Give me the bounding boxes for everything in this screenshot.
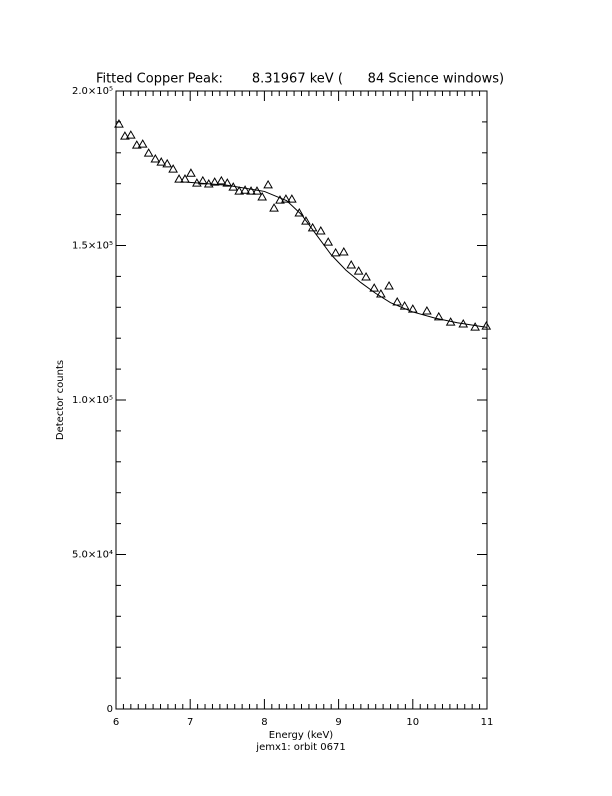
data-point xyxy=(257,191,268,201)
data-point xyxy=(143,148,154,157)
data-point xyxy=(156,157,167,166)
data-point xyxy=(197,175,208,185)
data-point xyxy=(216,175,227,185)
y-tick-label: 1.5×10⁵ xyxy=(72,241,113,252)
data-point xyxy=(384,280,394,290)
data-point xyxy=(240,185,250,194)
x-tick-label: 9 xyxy=(335,717,341,728)
data-point xyxy=(323,237,334,246)
data-point xyxy=(369,283,380,292)
data-point xyxy=(361,272,371,281)
data-point xyxy=(162,158,173,168)
data-point xyxy=(114,119,124,128)
data-point xyxy=(330,247,341,257)
data-point xyxy=(246,186,256,195)
data-point xyxy=(338,246,349,256)
data-point xyxy=(263,179,273,189)
footer: jemx1: orbit 0671 xyxy=(255,742,345,753)
data-point xyxy=(180,174,190,183)
data-point xyxy=(346,259,357,269)
data-point xyxy=(234,186,245,195)
y-tick-label: 2.0×10⁵ xyxy=(72,86,113,97)
data-point xyxy=(470,322,480,331)
data-point xyxy=(422,306,432,315)
data-point xyxy=(481,321,492,330)
y-tick-label: 1.0×10⁵ xyxy=(72,395,113,406)
data-point xyxy=(222,178,233,187)
data-point xyxy=(353,266,364,275)
fit-line xyxy=(186,181,488,328)
y-axis-label: Detector counts xyxy=(55,360,66,440)
y-tick-label: 5.0×10⁴ xyxy=(72,550,113,561)
data-point xyxy=(209,177,220,186)
x-axis-label: Energy (keV) xyxy=(269,730,334,741)
data-point xyxy=(315,225,326,235)
data-point xyxy=(275,195,285,204)
x-tick-label: 11 xyxy=(481,717,494,728)
data-point xyxy=(174,174,184,183)
y-tick-label: 0 xyxy=(107,704,113,715)
data-point xyxy=(433,311,444,321)
data-point xyxy=(137,139,148,148)
data-point xyxy=(294,208,305,217)
data-point xyxy=(281,194,291,203)
x-tick-label: 10 xyxy=(406,717,419,728)
data-point xyxy=(269,203,279,212)
data-point xyxy=(301,216,311,225)
x-tick-label: 8 xyxy=(261,717,267,728)
chart-title: Fitted Copper Peak: 8.31967 keV ( 84 Sci… xyxy=(96,72,504,87)
plot-frame xyxy=(115,90,488,710)
data-point xyxy=(186,168,196,177)
x-tick-label: 6 xyxy=(113,717,119,728)
data-point xyxy=(125,130,136,139)
data-point xyxy=(131,140,142,149)
data-point xyxy=(286,194,297,203)
data-point xyxy=(150,153,161,163)
data-point xyxy=(120,131,130,140)
x-tick-label: 7 xyxy=(187,717,193,728)
data-point xyxy=(168,164,178,173)
